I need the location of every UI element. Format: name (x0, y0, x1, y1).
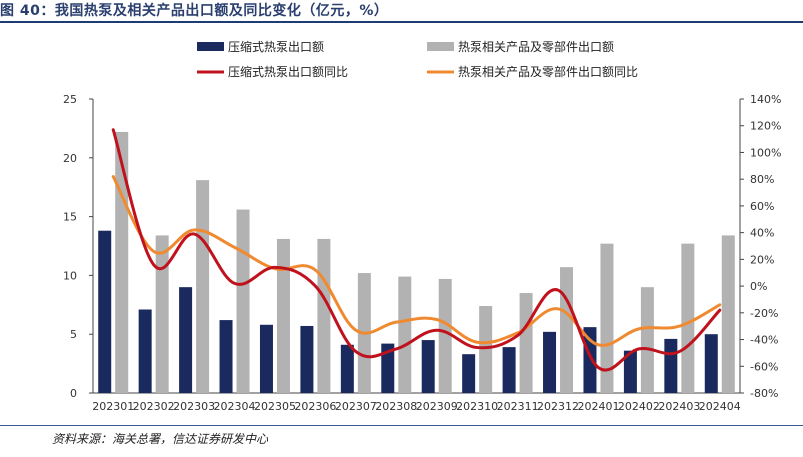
x-tick-label: 202306 (294, 400, 336, 413)
right-tick-label: -60% (750, 360, 778, 373)
bar-heat-pump-parts (438, 278, 452, 393)
bar-compressor-heat-pump (502, 347, 516, 393)
bar-compressor-heat-pump (138, 309, 152, 393)
x-tick-label: 202402 (618, 400, 660, 413)
bar-compressor-heat-pump (381, 343, 395, 393)
left-tick-label: 25 (63, 93, 77, 106)
right-tick-label: 60% (750, 200, 774, 213)
x-tick-label: 202304 (214, 400, 256, 413)
x-tick-label: 202308 (375, 400, 417, 413)
bar-compressor-heat-pump (704, 334, 718, 393)
bar-compressor-heat-pump (623, 350, 637, 393)
x-tick-label: 202309 (416, 400, 458, 413)
bar-compressor-heat-pump (179, 287, 193, 393)
bar-heat-pump-parts (640, 287, 654, 393)
legend-label: 压缩式热泵出口额同比 (228, 64, 348, 79)
bar-compressor-heat-pump (340, 344, 354, 393)
bar-heat-pump-parts (560, 267, 574, 393)
x-tick-label: 202302 (133, 400, 175, 413)
x-tick-label: 202311 (497, 400, 539, 413)
source-note: 资料来源：海关总署，信达证券研发中心 (52, 432, 269, 446)
bar-compressor-heat-pump (543, 331, 557, 393)
bar-heat-pump-parts (398, 276, 412, 393)
x-tick-label: 202310 (456, 400, 498, 413)
left-tick-label: 15 (63, 211, 77, 224)
right-tick-label: 40% (750, 227, 774, 240)
right-tick-label: 100% (750, 146, 781, 159)
left-tick-label: 0 (70, 387, 77, 400)
figure-title: 图 40：我国热泵及相关产品出口额及同比变化（亿元，%） (0, 3, 389, 19)
bar-heat-pump-parts (519, 293, 533, 393)
bar-heat-pump-parts (236, 209, 250, 393)
left-tick-label: 20 (63, 152, 77, 165)
bar-compressor-heat-pump (98, 230, 112, 393)
x-tick-label: 202303 (173, 400, 215, 413)
x-tick-label: 202312 (537, 400, 579, 413)
legend-swatch (197, 42, 224, 51)
x-tick-label: 202401 (577, 400, 619, 413)
legend-label: 热泵相关产品及零部件出口额 (458, 39, 614, 54)
chart-axes: 0 5 10 15 20 25 -80% -60% -40% -20% 0% 20% 40% 60% 80%… (63, 93, 781, 413)
x-tick-label: 202404 (699, 400, 741, 413)
bar-heat-pump-parts (155, 235, 169, 393)
right-tick-label: -80% (750, 387, 778, 400)
bar-heat-pump-parts (681, 243, 695, 393)
x-tick-label: 202307 (335, 400, 377, 413)
bar-heat-pump-parts (600, 243, 614, 393)
right-tick-label: 20% (750, 253, 774, 266)
left-tick-label: 10 (63, 269, 77, 282)
legend-label: 热泵相关产品及零部件出口额同比 (458, 64, 638, 79)
bar-heat-pump-parts (115, 131, 129, 394)
right-tick-label: 0% (750, 280, 767, 293)
line-heat-pump-parts-yoy (111, 175, 722, 347)
bar-heat-pump-parts (721, 235, 735, 393)
right-tick-label: -40% (750, 334, 778, 347)
line-compressor-heat-pump-yoy (111, 128, 722, 372)
bar-heat-pump-parts (276, 238, 290, 393)
legend-swatch (427, 42, 454, 51)
bar-heat-pump-parts (479, 305, 493, 393)
legend-label: 压缩式热泵出口额 (228, 39, 324, 54)
bar-compressor-heat-pump (300, 325, 314, 393)
right-tick-label: -20% (750, 307, 778, 320)
chart-bars (98, 131, 735, 394)
x-tick-label: 202301 (92, 400, 134, 413)
source-divider (0, 425, 803, 426)
x-tick-label: 202403 (658, 400, 700, 413)
x-tick-label: 202305 (254, 400, 296, 413)
chart-lines (111, 128, 722, 372)
right-tick-label: 80% (750, 173, 774, 186)
left-tick-label: 5 (70, 328, 77, 341)
bar-heat-pump-parts (317, 238, 331, 393)
right-tick-label: 140% (750, 93, 781, 106)
bar-heat-pump-parts (196, 180, 210, 393)
bar-compressor-heat-pump (462, 354, 476, 393)
bar-compressor-heat-pump (219, 320, 233, 393)
bar-compressor-heat-pump (664, 338, 678, 393)
right-tick-label: 120% (750, 120, 781, 133)
title-divider (0, 21, 803, 23)
bar-compressor-heat-pump (259, 324, 273, 393)
bar-compressor-heat-pump (421, 340, 435, 393)
